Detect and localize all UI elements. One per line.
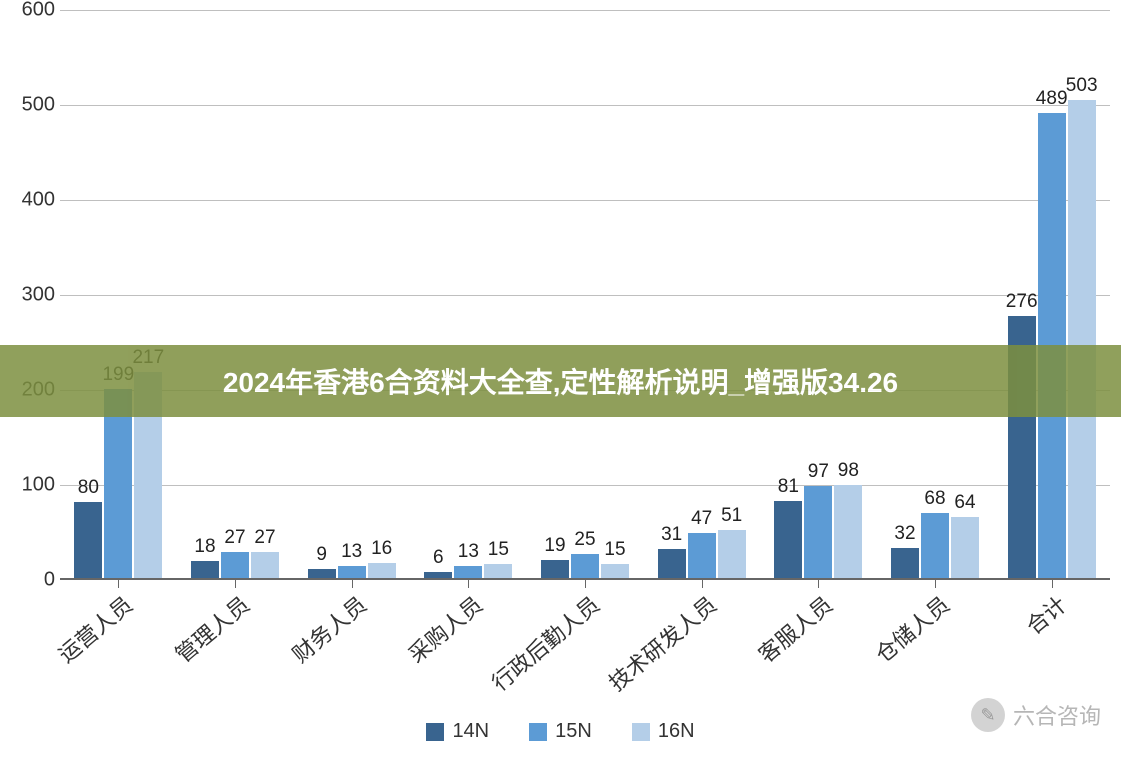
x-tick	[118, 580, 119, 588]
x-tick	[235, 580, 236, 588]
bar-value-label: 276	[1006, 291, 1038, 313]
legend-item: 16N	[632, 720, 695, 743]
bar-value-label: 18	[194, 536, 215, 558]
x-tick	[468, 580, 469, 588]
bar: 81	[774, 501, 802, 578]
bar: 9	[308, 569, 336, 578]
bar: 51	[718, 530, 746, 578]
bar: 68	[921, 513, 949, 578]
bar: 27	[221, 552, 249, 578]
watermark-icon: ✎	[971, 698, 1005, 732]
bar: 64	[951, 517, 979, 578]
bar: 18	[191, 561, 219, 578]
bar-value-label: 13	[458, 541, 479, 563]
bar: 13	[454, 566, 482, 578]
y-tick-label: 100	[5, 474, 55, 497]
bar-value-label: 97	[808, 461, 829, 483]
bar-value-label: 51	[721, 505, 742, 527]
y-tick-label: 500	[5, 94, 55, 117]
x-tick	[585, 580, 586, 588]
bar-value-label: 13	[341, 541, 362, 563]
bar-value-label: 19	[544, 535, 565, 557]
bar: 13	[338, 566, 366, 578]
bar: 199	[104, 389, 132, 578]
bar: 27	[251, 552, 279, 578]
legend-label: 16N	[658, 720, 695, 743]
bar-value-label: 31	[661, 524, 682, 546]
bar: 503	[1068, 100, 1096, 578]
bar: 19	[541, 560, 569, 578]
bar: 15	[601, 564, 629, 578]
plot-area: 8019921718272791316613151925153147518197…	[60, 10, 1110, 580]
bar: 47	[688, 533, 716, 578]
bar-value-label: 68	[924, 488, 945, 510]
bar: 98	[834, 485, 862, 578]
x-tick-label: 运营人员	[51, 588, 139, 669]
bar-value-label: 489	[1036, 88, 1068, 110]
bar-value-label: 81	[778, 476, 799, 498]
x-tick-label: 采购人员	[401, 588, 489, 669]
bar: 16	[368, 563, 396, 578]
legend-label: 15N	[555, 720, 592, 743]
chart-container: 0100200300400500600 80199217182727913166…	[0, 0, 1121, 757]
watermark-text: 六合咨询	[1013, 699, 1101, 731]
bar-value-label: 9	[316, 544, 327, 566]
bar-value-label: 15	[488, 539, 509, 561]
bar: 80	[74, 502, 102, 578]
bar-value-label: 15	[604, 539, 625, 561]
legend-swatch	[529, 723, 547, 741]
bar: 15	[484, 564, 512, 578]
bar-value-label: 80	[78, 477, 99, 499]
y-tick-label: 0	[5, 569, 55, 592]
bar-value-label: 47	[691, 508, 712, 530]
legend-item: 15N	[529, 720, 592, 743]
bar: 32	[891, 548, 919, 578]
bar: 25	[571, 554, 599, 578]
x-tick-label: 行政后勤人员	[484, 588, 606, 697]
watermark: ✎ 六合咨询	[971, 698, 1101, 732]
legend-label: 14N	[452, 720, 489, 743]
x-tick	[935, 580, 936, 588]
x-tick-label: 合计	[1018, 588, 1072, 641]
bar-value-label: 25	[574, 529, 595, 551]
legend-item: 14N	[426, 720, 489, 743]
bar-value-label: 98	[838, 460, 859, 482]
bar: 97	[804, 486, 832, 578]
y-tick-label: 600	[5, 0, 55, 22]
bar-value-label: 32	[894, 523, 915, 545]
bar: 31	[658, 549, 686, 578]
bar-value-label: 64	[954, 492, 975, 514]
overlay-banner: 2024年香港6合资料大全查,定性解析说明_增强版34.26	[0, 345, 1121, 417]
bar-value-label: 16	[371, 538, 392, 560]
bar-value-label: 27	[224, 527, 245, 549]
x-tick-label: 仓储人员	[868, 588, 956, 669]
x-tick-label: 技术研发人员	[601, 588, 723, 697]
y-tick-label: 400	[5, 189, 55, 212]
x-tick-label: 财务人员	[284, 588, 372, 669]
x-tick-label: 管理人员	[168, 588, 256, 669]
legend-swatch	[632, 723, 650, 741]
bar-value-label: 27	[254, 527, 275, 549]
bar-value-label: 6	[433, 547, 444, 569]
overlay-text: 2024年香港6合资料大全查,定性解析说明_增强版34.26	[223, 361, 898, 401]
y-tick-label: 300	[5, 284, 55, 307]
x-tick	[818, 580, 819, 588]
bar: 6	[424, 572, 452, 578]
x-tick-label: 客服人员	[751, 588, 839, 669]
legend: 14N 15N 16N	[0, 720, 1121, 743]
bar-value-label: 503	[1066, 75, 1098, 97]
legend-swatch	[426, 723, 444, 741]
